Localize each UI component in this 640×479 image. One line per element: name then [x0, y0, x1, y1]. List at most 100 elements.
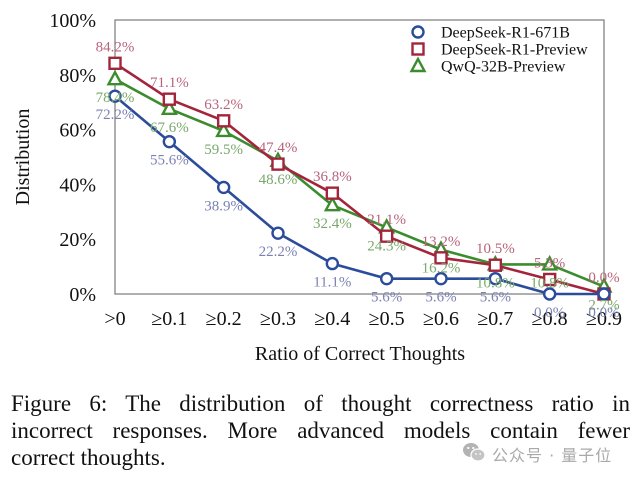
x-tick-label: ≥0.7 — [477, 308, 513, 330]
data-label: 63.2% — [204, 97, 243, 113]
data-label: 5.6% — [371, 290, 402, 306]
x-tick-label: ≥0.5 — [369, 308, 405, 330]
data-labels-layer: 78.4% 67.6% 59.5% 48.6% 32.4% 24.3% 16.2% 10.8%… — [96, 39, 620, 321]
data-point — [271, 157, 285, 171]
data-point — [216, 180, 231, 195]
x-tick-label: ≥0.3 — [260, 308, 296, 330]
legend-item-deepseek-r1-preview: DeepSeek-R1-Preview — [411, 42, 588, 59]
x-tick-label: ≥0.6 — [423, 308, 459, 330]
data-point — [108, 56, 122, 70]
data-label: 21.1% — [367, 212, 406, 228]
series-deepseek-r1-671b — [108, 89, 611, 301]
data-point — [160, 99, 178, 115]
data-label: 10.8% — [476, 275, 515, 291]
legend-label: DeepSeek-R1-Preview — [441, 42, 588, 59]
data-label: 84.2% — [96, 39, 135, 55]
data-label: 38.9% — [204, 198, 243, 214]
figure-caption: Figure 6: The distribution of thought co… — [11, 390, 630, 471]
data-point — [542, 287, 557, 301]
line-chart: 0% 20% 40% 60% 80% 100% >0 ≥0.1 ≥0.2 ≥0.3 ≥0.4 ≥0.… — [12, 10, 622, 365]
data-label: 0.0% — [534, 305, 565, 321]
data-label: 48.6% — [259, 172, 298, 188]
data-point — [271, 226, 285, 240]
data-label: 71.1% — [150, 75, 189, 91]
data-label: 10.5% — [476, 241, 515, 257]
legend-label: DeepSeek-R1-671B — [441, 25, 570, 42]
data-label: 16.2% — [422, 261, 461, 277]
series-deepseek-r1-preview — [108, 56, 611, 301]
data-point — [542, 272, 557, 287]
y-tick-label: 0% — [69, 284, 96, 306]
data-point — [379, 229, 394, 243]
series-layer — [106, 56, 613, 301]
x-tick-label: ≥0.2 — [206, 308, 242, 330]
series-line-deepseek-r1-preview — [114, 62, 605, 296]
data-label: 5.6% — [480, 290, 511, 306]
data-point — [325, 186, 340, 200]
legend-item-qwq-32b-preview: QwQ-32B-Preview — [409, 56, 566, 76]
y-tick-label: 80% — [59, 65, 96, 87]
data-label: 78.4% — [96, 90, 135, 106]
data-label: 0.0% — [588, 270, 619, 286]
data-point — [379, 271, 394, 286]
data-label: 47.4% — [259, 140, 298, 156]
x-axis-ticks: >0 ≥0.1 ≥0.2 ≥0.3 ≥0.4 ≥0.5 ≥0.6 ≥0.7 ≥0.8 ≥0.9 — [104, 308, 622, 330]
square-marker-icon — [411, 42, 425, 56]
data-label: 13.2% — [422, 234, 461, 250]
data-point — [488, 271, 503, 286]
data-point — [108, 89, 122, 103]
wechat-icon — [462, 441, 486, 468]
data-label: 67.6% — [150, 120, 189, 136]
x-tick-label: ≥0.9 — [586, 308, 622, 330]
data-point — [162, 134, 177, 149]
data-point — [488, 258, 503, 272]
x-axis-title: Ratio of Correct Thoughts — [255, 343, 465, 365]
y-tick-label: 100% — [49, 10, 96, 32]
data-label: 72.2% — [96, 107, 135, 123]
x-tick-label: ≥0.1 — [151, 308, 187, 330]
data-label: 22.2% — [259, 244, 298, 260]
data-label: 5.6% — [425, 290, 456, 306]
data-label: 5.3% — [534, 255, 565, 271]
y-tick-label: 60% — [59, 120, 96, 142]
legend-label: QwQ-32B-Preview — [441, 59, 566, 76]
data-label: 0.0% — [588, 305, 619, 321]
plot-frame-layer — [114, 19, 605, 295]
data-point — [216, 114, 231, 128]
data-point — [215, 121, 233, 138]
circle-marker-icon — [411, 25, 425, 39]
data-label: 24.3% — [367, 238, 406, 254]
data-point — [323, 195, 341, 212]
legend: DeepSeek-R1-671BDeepSeek-R1-PreviewQwQ-3… — [409, 25, 588, 76]
data-label: 32.4% — [313, 216, 352, 232]
series-line-deepseek-r1-671b — [114, 95, 604, 296]
watermark-text: 公众号 · 量子位 — [492, 446, 613, 465]
data-point — [541, 254, 559, 271]
legend-item-deepseek-r1-671b: DeepSeek-R1-671B — [411, 25, 570, 42]
x-tick-label: ≥0.4 — [314, 308, 350, 330]
series-line-qwq-32b-preview — [114, 78, 605, 288]
plot-frame — [114, 19, 605, 295]
triangle-marker-icon — [409, 56, 427, 73]
y-tick-label: 20% — [59, 229, 96, 251]
x-tick-label: >0 — [104, 308, 125, 330]
y-tick-label: 40% — [59, 174, 96, 196]
caption-line: Figure 6: The distribution of thought co… — [11, 391, 630, 416]
y-axis-title: Distribution — [12, 109, 34, 206]
data-point — [597, 287, 611, 301]
caption-line: correct thoughts. — [11, 445, 166, 470]
watermark: 公众号 · 量子位 — [462, 442, 612, 466]
data-label: 36.8% — [313, 169, 352, 185]
data-label: 55.6% — [150, 153, 189, 169]
data-label: 11.1% — [313, 275, 351, 291]
data-point — [162, 92, 177, 106]
caption-line: incorrect responses. More advanced model… — [11, 418, 630, 443]
data-label: 59.5% — [204, 142, 243, 158]
data-point — [106, 69, 124, 86]
data-point — [434, 251, 448, 265]
y-axis-ticks: 0% 20% 40% 60% 80% 100% — [49, 10, 96, 306]
data-point — [325, 256, 340, 271]
data-label: 10.8% — [530, 275, 569, 291]
x-tick-label: ≥0.8 — [532, 308, 568, 330]
data-point — [434, 271, 448, 286]
